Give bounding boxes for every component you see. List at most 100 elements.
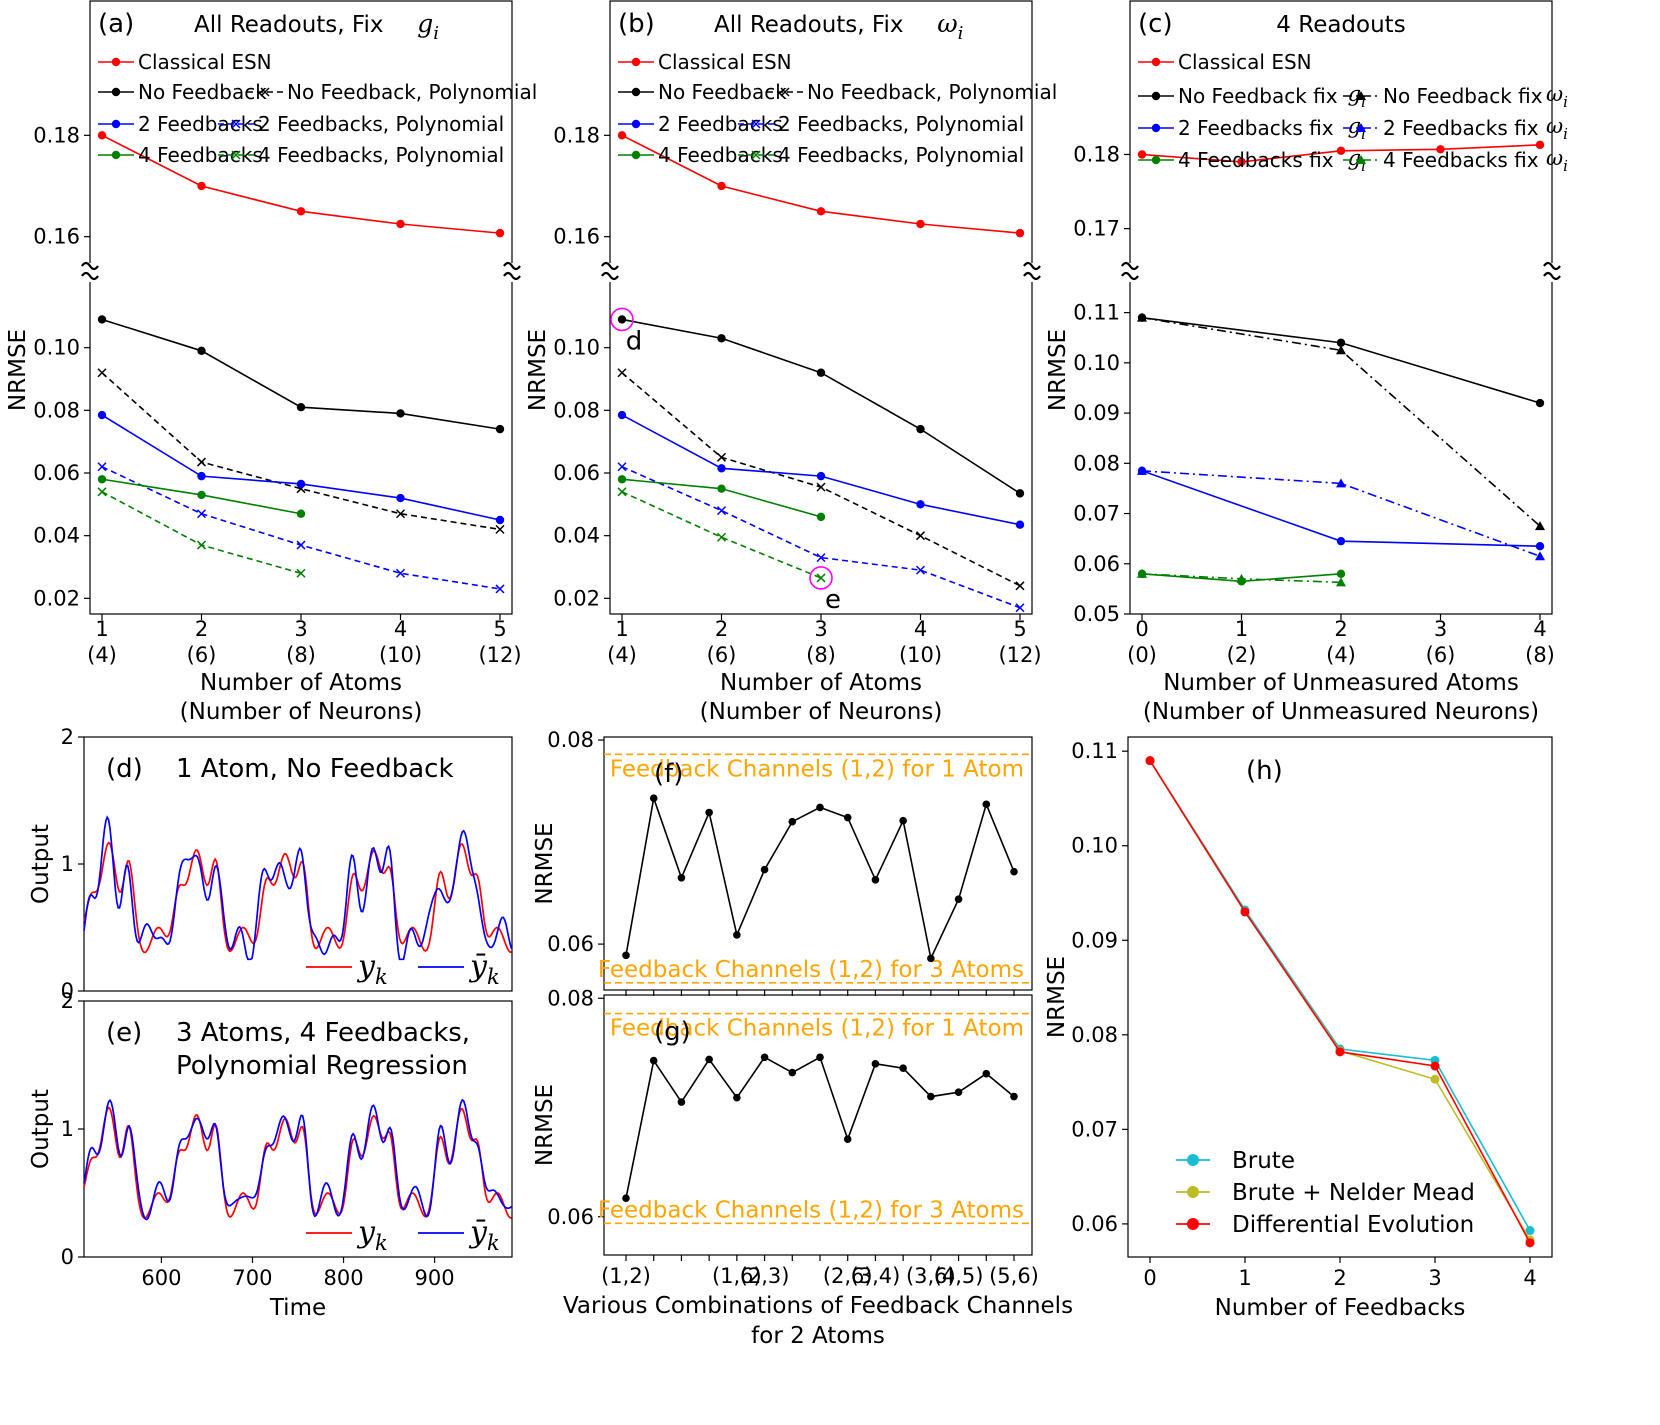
data-point-b (1015, 603, 1025, 613)
data-point-b (915, 531, 926, 541)
data-point (622, 951, 630, 960)
y-axis-label: NRMSE (525, 329, 551, 411)
data-point (1336, 577, 1346, 587)
legend-marker-b (751, 119, 761, 129)
x-tick-label: 3 (294, 617, 307, 641)
data-point (816, 368, 826, 377)
data-point (916, 500, 925, 509)
data-point-b (495, 584, 505, 594)
panel-label: (g) (654, 1017, 691, 1047)
legend-math: ωi (1546, 114, 1568, 143)
data-point (788, 1068, 797, 1077)
x-tick-label: (1,6) (712, 1264, 762, 1288)
data-point (196, 540, 207, 550)
data-point (954, 895, 963, 904)
data-point-b (915, 565, 926, 575)
y-tick-label: 0.11 (1071, 739, 1118, 763)
data-point-b (816, 553, 826, 563)
y-tick-label: 0.08 (1071, 1023, 1118, 1047)
series-line (83, 841, 512, 954)
data-point (816, 471, 826, 481)
data-point (816, 482, 826, 492)
data-point (1237, 157, 1246, 167)
data-point (705, 1055, 713, 1064)
panel-title: All Readouts, Fix (714, 12, 903, 38)
y-tick-label: 0.02 (553, 586, 600, 610)
series (617, 315, 1025, 498)
data-point (622, 1194, 630, 1202)
legend-label: 2 Feedbacks fix (1383, 116, 1539, 140)
legend-label: 4 Feedbacks, Polynomial (258, 143, 504, 167)
legend: yk ȳk (306, 949, 500, 989)
data-point (760, 865, 769, 874)
series (97, 475, 306, 518)
y-tick-label: 0.17 (1073, 217, 1120, 241)
y-tick-label: 0 (61, 979, 74, 1003)
data-point-b (617, 462, 627, 472)
legend-label: 2 Feedbacks fix (1178, 116, 1334, 140)
legend-label: 4 Feedbacks fix (1178, 148, 1334, 172)
x-tick-label-2: (12) (478, 643, 521, 667)
data-point (1336, 345, 1346, 355)
legend: Classical ESN No Feedback No Feedback, Pol… (98, 50, 537, 167)
data-point (1015, 489, 1025, 498)
panel-title-math: ωi (937, 9, 963, 44)
data-point (395, 568, 406, 578)
data-point-b (617, 368, 627, 378)
series-line (621, 466, 1021, 609)
y-tick-label: 0.07 (1073, 502, 1120, 526)
panel-e: 0 1 2 600 700 800 900 Time Output (e) 3 Atoms, 4 F… (28, 989, 513, 1321)
data-point (927, 954, 935, 963)
x-tick-label-2: (12) (998, 643, 1041, 667)
legend-marker (111, 87, 121, 97)
reference-line-label: Feedback Channels (1,2) for 1 Atom (610, 756, 1024, 782)
panel-h: 0.06 0.07 0.08 0.09 0.10 0.11 0 1 2 3 4 Number of F… (1044, 736, 1553, 1321)
series-line (83, 1106, 512, 1219)
data-point (899, 1064, 907, 1072)
series (1145, 756, 1535, 1248)
panel-title: All Readouts, Fix (194, 12, 383, 38)
x-tick-label: 3 (1434, 617, 1447, 641)
legend-marker (111, 119, 121, 129)
x-axis-label-2: for 2 Atoms (751, 1323, 885, 1349)
legend: yk ȳk (306, 1215, 500, 1255)
y-tick-label: 0.08 (1073, 451, 1120, 475)
data-point (495, 515, 505, 525)
data-point-b (97, 487, 107, 497)
data-point (816, 207, 826, 216)
y-tick-label: 0.05 (1073, 602, 1120, 626)
legend-marker (1356, 123, 1366, 132)
data-point (816, 1053, 824, 1062)
y-tick-label: 0.08 (547, 986, 594, 1010)
series (1137, 312, 1545, 531)
data-point (843, 1135, 852, 1144)
series (97, 315, 505, 434)
x-tick-label: 1 (1235, 617, 1248, 641)
annotation-label: e (825, 585, 841, 615)
y-tick-label: 0.18 (1073, 142, 1120, 166)
panel-title-math: gi (417, 9, 439, 44)
x-tick-label: 1 (1238, 1266, 1251, 1290)
x-tick-label-2: (8) (806, 643, 836, 667)
data-point (495, 584, 505, 594)
data-point-b (296, 568, 306, 578)
y-axis-label: NRMSE (5, 329, 31, 411)
data-point (1525, 1238, 1535, 1248)
x-tick-label-2: (2) (1227, 643, 1257, 667)
data-point (1430, 1061, 1440, 1071)
data-point (1336, 478, 1346, 488)
data-point-b (296, 540, 306, 550)
x-tick-label: 2 (195, 617, 208, 641)
axis-break-mark (601, 261, 619, 281)
x-tick-label: 700 (232, 1266, 272, 1290)
y-tick-label: 0.09 (1073, 401, 1120, 425)
y-tick-label: 1 (61, 852, 74, 876)
x-tick-label-2: (10) (379, 643, 422, 667)
data-point (717, 181, 726, 191)
panel-title: 1 Atom, No Feedback (176, 754, 454, 784)
data-point (617, 487, 627, 497)
legend-label: No Feedback (658, 80, 787, 104)
data-point (296, 207, 306, 216)
data-point (915, 565, 926, 575)
reference-line-label: Feedback Channels (1,2) for 3 Atoms (598, 1197, 1024, 1223)
